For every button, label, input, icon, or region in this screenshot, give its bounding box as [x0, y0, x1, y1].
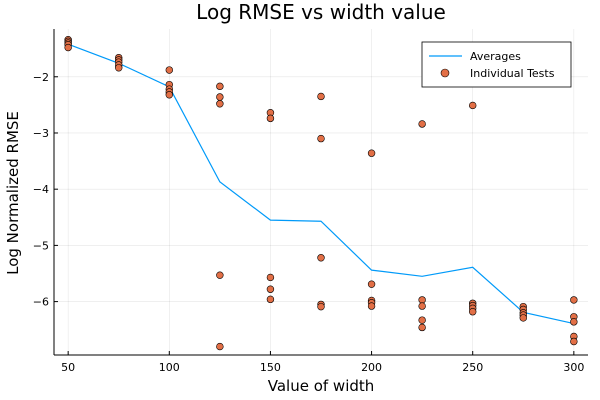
chart-title: Log RMSE vs width value	[196, 0, 446, 24]
y-tick-label: −3	[33, 127, 49, 140]
individual-test-point	[418, 316, 426, 324]
y-tick-label: −6	[33, 296, 49, 309]
individual-test-point	[216, 82, 224, 91]
legend-averages-label: Averages	[470, 50, 521, 63]
individual-test-point	[216, 100, 224, 108]
y-axis-label: Log Normalized RMSE	[4, 111, 22, 275]
legend-individual-tests-swatch	[440, 68, 450, 78]
individual-test-point	[367, 302, 376, 310]
averages-line	[67, 43, 574, 325]
individual-test-point	[317, 254, 325, 262]
individual-test-point	[570, 337, 578, 346]
individual-test-point	[165, 66, 173, 74]
individual-test-point	[266, 273, 275, 282]
x-tick-label: 250	[462, 361, 483, 374]
individual-test-point	[266, 114, 275, 123]
legend: Averages Individual Tests	[421, 41, 572, 88]
individual-test-point	[367, 149, 376, 157]
individual-test-point	[469, 101, 477, 110]
individual-test-point	[216, 93, 224, 101]
individual-test-point	[367, 280, 376, 288]
x-axis-label: Value of width	[268, 377, 375, 395]
individual-test-point	[418, 302, 426, 310]
individual-test-point	[570, 296, 578, 304]
individual-test-point	[418, 296, 426, 304]
axes	[53, 29, 588, 356]
x-tick-label: 100	[159, 361, 180, 374]
individual-test-point	[570, 318, 578, 326]
individual-test-point	[469, 308, 477, 316]
y-tick-label: −5	[33, 239, 49, 252]
x-tick-label: 150	[260, 361, 281, 374]
y-tick-label: −2	[33, 71, 49, 84]
x-tick-label: 300	[563, 361, 584, 374]
individual-test-point	[165, 91, 173, 99]
series	[64, 35, 578, 351]
individual-test-point	[64, 43, 72, 52]
grid	[54, 29, 588, 355]
tick-labels: 50 100 150 200 250 300 −2 −3 −4 −5 −6	[33, 71, 585, 374]
individual-test-point	[418, 120, 426, 128]
individual-test-point	[317, 134, 325, 143]
individual-test-point	[115, 64, 123, 72]
x-tick-label: 50	[61, 361, 75, 374]
individual-test-point	[317, 302, 325, 311]
individual-test-point	[216, 271, 224, 279]
individual-test-point	[266, 295, 275, 304]
individual-test-point	[418, 323, 426, 332]
legend-box	[421, 41, 572, 88]
x-tick-label: 200	[361, 361, 382, 374]
individual-test-point	[216, 342, 224, 351]
individual-test-point	[519, 314, 527, 322]
individual-test-point	[317, 92, 325, 101]
legend-individual-tests-label: Individual Tests	[470, 67, 555, 80]
individual-test-point	[266, 285, 275, 293]
y-tick-label: −4	[33, 183, 49, 196]
